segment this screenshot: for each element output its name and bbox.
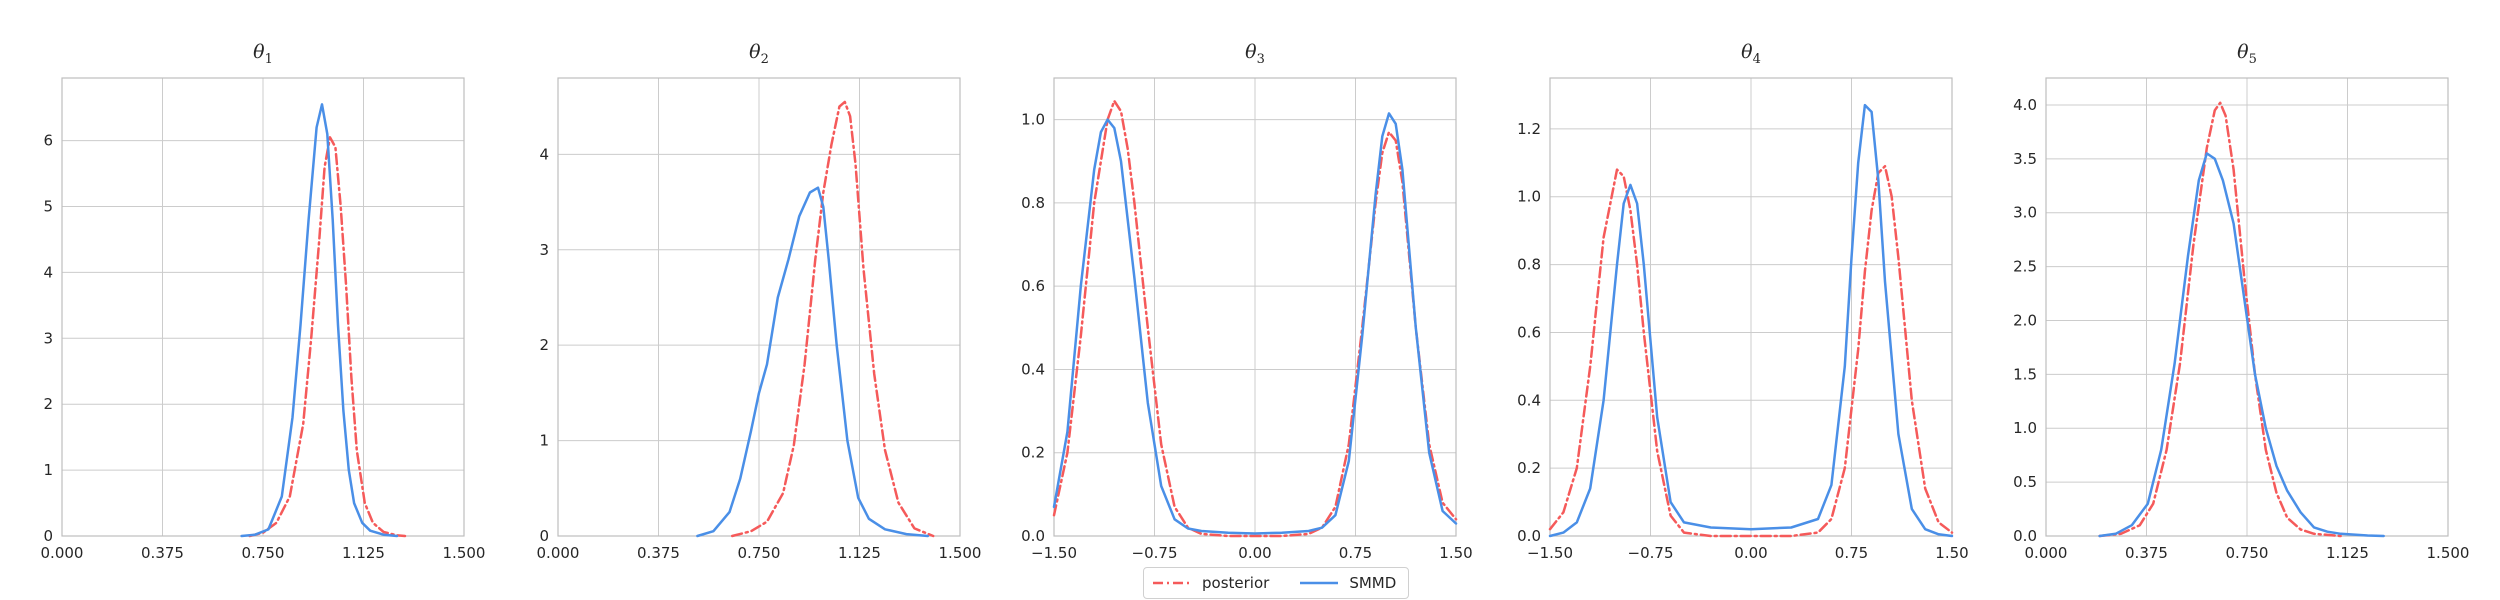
x-tick-label: 0.750	[242, 544, 285, 562]
series-line-smmd	[240, 103, 399, 538]
x-tick-label: 1.500	[443, 544, 486, 562]
y-tick-label: 3	[43, 329, 53, 347]
x-tick-label: 0.375	[637, 544, 680, 562]
series-line-posterior	[2098, 101, 2343, 538]
y-tick-label: 0.8	[1021, 194, 1045, 212]
legend-entry-posterior: posterior	[1152, 574, 1269, 592]
legend: posterior SMMD	[1143, 567, 1410, 599]
series-line-smmd	[1052, 112, 1458, 535]
y-tick-label: 0	[43, 527, 53, 545]
y-tick-label: 1.2	[1517, 120, 1541, 138]
chart-panel-1: θ1 0.000 0.375 0.750 1.125 1.500 0 1 2 3 4 5 6	[41, 41, 486, 562]
y-tick-label: 3	[539, 241, 549, 259]
legend-label-smmd: SMMD	[1349, 574, 1397, 592]
chart-panel-4: θ4 −1.50 −0.75 0.00 0.75 1.50 0.0 0.2 0.4 0.6 0.8 1…	[1517, 41, 1969, 562]
x-tick-label: −0.75	[1628, 544, 1674, 562]
y-tick-label: 0.5	[2013, 473, 2037, 491]
legend-swatch-smmd	[1300, 581, 1339, 585]
panel-title: θ4	[1741, 41, 1761, 67]
y-tick-label: 4	[539, 145, 549, 163]
y-tick-label: 1.0	[1021, 111, 1045, 129]
panel-title: θ2	[749, 41, 769, 67]
x-tick-label: 0.75	[1835, 544, 1868, 562]
y-tick-label: 1.5	[2013, 365, 2037, 383]
x-tick-label: −0.75	[1132, 544, 1178, 562]
y-tick-label: 0	[539, 527, 549, 545]
x-tick-label: 0.00	[1734, 544, 1767, 562]
x-tick-label: 1.50	[1935, 544, 1968, 562]
series-line-posterior	[248, 136, 407, 538]
y-tick-label: 0.6	[1517, 323, 1541, 341]
y-tick-label: 1	[43, 461, 53, 479]
y-tick-label: 0.4	[1021, 360, 1045, 378]
x-tick-label: 1.500	[939, 544, 982, 562]
y-tick-label: 0.8	[1517, 256, 1541, 274]
x-tick-label: 1.125	[838, 544, 881, 562]
y-tick-label: 4	[43, 263, 53, 281]
y-tick-label: 0.4	[1517, 391, 1541, 409]
y-tick-label: 0.0	[2013, 527, 2037, 545]
x-tick-label: 1.125	[342, 544, 385, 562]
x-tick-label: 1.50	[1439, 544, 1472, 562]
panel-title: θ3	[1245, 41, 1265, 67]
series-line-smmd	[2098, 152, 2385, 538]
chart-panel-2: θ2 0.000 0.375 0.750 1.125 1.500 0 1 2 3 4	[537, 41, 982, 562]
y-tick-label: 2	[43, 395, 53, 413]
axes-frame	[557, 77, 961, 537]
y-tick-label: 2.0	[2013, 311, 2037, 329]
chart-panel-5: θ5 0.000 0.375 0.750 1.125 1.500 0.0 0.5 1.0 1.5 2…	[2013, 41, 2469, 562]
series-line-posterior	[730, 100, 935, 538]
y-tick-label: 2.5	[2013, 258, 2037, 276]
y-tick-label: 0.0	[1517, 527, 1541, 545]
series-line-posterior	[1052, 99, 1458, 538]
x-tick-label: 0.75	[1339, 544, 1372, 562]
x-tick-label: 1.500	[2427, 544, 2470, 562]
x-tick-label: 0.000	[537, 544, 580, 562]
x-tick-label: 0.000	[2025, 544, 2068, 562]
y-tick-label: 3.5	[2013, 150, 2037, 168]
x-tick-label: 0.000	[41, 544, 84, 562]
y-tick-label: 1	[539, 432, 549, 450]
x-tick-label: 1.125	[2326, 544, 2369, 562]
y-tick-label: 0.2	[1517, 459, 1541, 477]
panel-title: θ1	[253, 41, 273, 67]
x-tick-label: −1.50	[1527, 544, 1573, 562]
panel-title: θ5	[2237, 41, 2257, 67]
y-tick-label: 4.0	[2013, 96, 2037, 114]
legend-swatch-posterior	[1153, 581, 1191, 585]
x-tick-label: 0.00	[1238, 544, 1271, 562]
legend-label-posterior: posterior	[1202, 574, 1270, 592]
y-tick-label: 0.2	[1021, 444, 1045, 462]
y-tick-label: 1.0	[2013, 419, 2037, 437]
y-tick-label: 0.0	[1021, 527, 1045, 545]
legend-entry-smmd: SMMD	[1299, 574, 1396, 592]
series-line-smmd	[696, 186, 930, 538]
y-tick-label: 6	[43, 132, 53, 150]
x-tick-label: −1.50	[1031, 544, 1077, 562]
y-tick-label: 5	[43, 198, 53, 216]
x-tick-label: 0.750	[2226, 544, 2269, 562]
y-tick-label: 0.6	[1021, 277, 1045, 295]
x-tick-label: 0.375	[141, 544, 184, 562]
y-tick-label: 2	[539, 336, 549, 354]
x-tick-label: 0.375	[2125, 544, 2168, 562]
y-tick-label: 3.0	[2013, 204, 2037, 222]
axes-frame	[2045, 77, 2449, 537]
series-line-posterior	[1548, 164, 1954, 538]
axes-frame	[61, 77, 465, 537]
y-tick-label: 1.0	[1517, 188, 1541, 206]
chart-panel-3: θ3 −1.50 −0.75 0.00 0.75 1.50 0.0 0.2 0.4 0.6 0.8 1…	[1021, 41, 1473, 562]
x-tick-label: 0.750	[738, 544, 781, 562]
series-line-smmd	[1548, 103, 1954, 538]
